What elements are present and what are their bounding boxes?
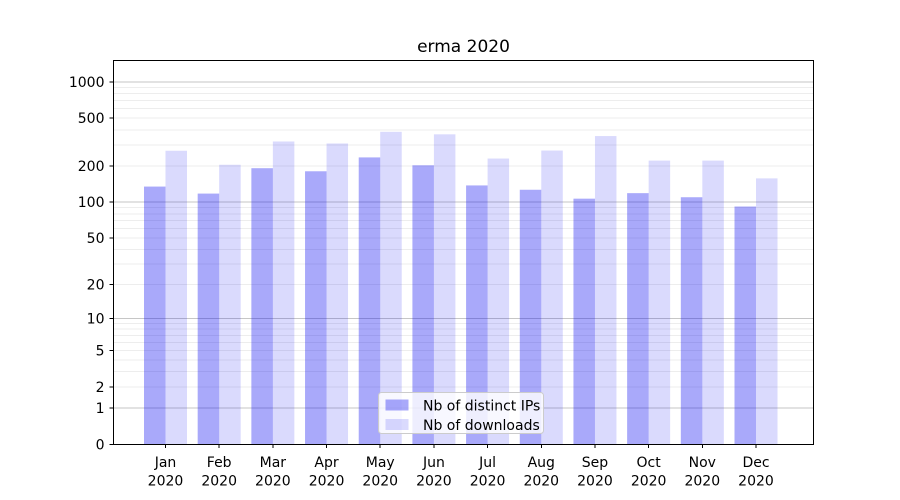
bar-downloads-oct xyxy=(648,160,671,445)
bar-distinct-ips-mar xyxy=(251,168,273,445)
bar-downloads-jul xyxy=(487,158,510,445)
bar-downloads-jun xyxy=(433,134,456,445)
legend-label-distinct-ips: Nb of distinct IPs xyxy=(423,399,540,415)
bar-distinct-ips-oct xyxy=(627,193,649,445)
bar-distinct-ips-aug xyxy=(519,189,542,445)
x-tick-label-year-jul: 2020 xyxy=(470,474,506,490)
x-tick-label-year-mar: 2020 xyxy=(255,474,291,490)
bar-downloads-apr xyxy=(326,143,349,445)
x-tick-label-year-apr: 2020 xyxy=(309,474,345,490)
bar-distinct-ips-jan xyxy=(144,186,166,445)
legend-swatch-distinct-ips xyxy=(385,399,409,411)
x-tick-label-month-dec: Dec xyxy=(742,455,769,471)
bar-downloads-dec xyxy=(755,178,778,445)
bar-downloads-sep xyxy=(594,136,617,445)
x-tick-label-month-nov: Nov xyxy=(689,455,716,471)
x-tick-label-year-feb: 2020 xyxy=(201,474,237,490)
legend-swatch-downloads xyxy=(385,419,409,430)
bars xyxy=(144,131,778,445)
y-tick-label-50: 50 xyxy=(87,231,105,247)
x-tick-label-month-aug: Aug xyxy=(528,455,555,471)
y-tick-label-2: 2 xyxy=(96,380,105,396)
legend: Nb of distinct IPs Nb of downloads xyxy=(378,392,544,434)
y-tick-label-100: 100 xyxy=(78,195,105,211)
x-tick-label-year-aug: 2020 xyxy=(523,474,559,490)
bar-distinct-ips-dec xyxy=(734,206,756,445)
x-tick-label-year-dec: 2020 xyxy=(738,474,774,490)
axis-ticks xyxy=(109,81,757,448)
bar-distinct-ips-jun xyxy=(412,165,434,445)
legend-box xyxy=(378,392,544,434)
bar-downloads-nov xyxy=(702,160,724,445)
x-tick-label-month-jul: Jul xyxy=(478,455,496,471)
bar-distinct-ips-feb xyxy=(197,193,220,445)
axes-spines xyxy=(113,60,814,445)
chart-title: erma 2020 xyxy=(417,37,510,57)
y-tick-label-200: 200 xyxy=(78,159,105,175)
x-tick-label-year-may: 2020 xyxy=(362,474,398,490)
x-tick-label-month-jun: Jun xyxy=(422,455,445,471)
bar-downloads-aug xyxy=(541,150,563,445)
x-tick-label-month-apr: Apr xyxy=(314,455,338,471)
x-tick-label-month-oct: Oct xyxy=(637,455,662,471)
x-tick-label-year-nov: 2020 xyxy=(684,474,720,490)
gridlines-minor xyxy=(113,86,814,388)
bar-distinct-ips-jul xyxy=(466,185,488,445)
x-tick-label-month-may: May xyxy=(366,455,395,471)
bar-distinct-ips-nov xyxy=(680,197,703,445)
bar-downloads-may xyxy=(380,131,402,445)
bar-downloads-feb xyxy=(219,164,241,445)
x-tick-label-year-sep: 2020 xyxy=(577,474,613,490)
y-tick-label-5: 5 xyxy=(96,343,105,359)
x-tick-label-month-jan: Jan xyxy=(154,455,177,471)
x-axis-tick-labels: Jan 2020 Feb 2020 Mar 2020 Apr 2020 May 2020 Jun 20… xyxy=(148,455,774,490)
bar-downloads-jan xyxy=(165,150,187,445)
y-tick-label-1000: 1000 xyxy=(69,75,105,91)
x-tick-label-month-mar: Mar xyxy=(260,455,287,471)
y-axis-tick-labels: 0 1 2 5 10 20 50 100 200 500 1000 xyxy=(69,75,105,454)
bar-distinct-ips-may xyxy=(358,157,381,445)
y-tick-label-1: 1 xyxy=(96,401,105,417)
x-tick-label-month-sep: Sep xyxy=(582,455,609,471)
bar-distinct-ips-sep xyxy=(573,198,595,445)
x-tick-label-year-oct: 2020 xyxy=(631,474,667,490)
bar-distinct-ips-apr xyxy=(305,171,327,445)
x-tick-label-year-jan: 2020 xyxy=(148,474,184,490)
y-tick-label-0: 0 xyxy=(96,438,105,454)
x-tick-label-month-feb: Feb xyxy=(207,455,232,471)
x-tick-label-year-jun: 2020 xyxy=(416,474,452,490)
y-tick-label-20: 20 xyxy=(87,278,105,294)
bar-downloads-mar xyxy=(272,141,295,445)
y-tick-label-500: 500 xyxy=(78,111,105,127)
legend-label-downloads: Nb of downloads xyxy=(423,418,540,434)
y-tick-label-10: 10 xyxy=(87,312,105,328)
